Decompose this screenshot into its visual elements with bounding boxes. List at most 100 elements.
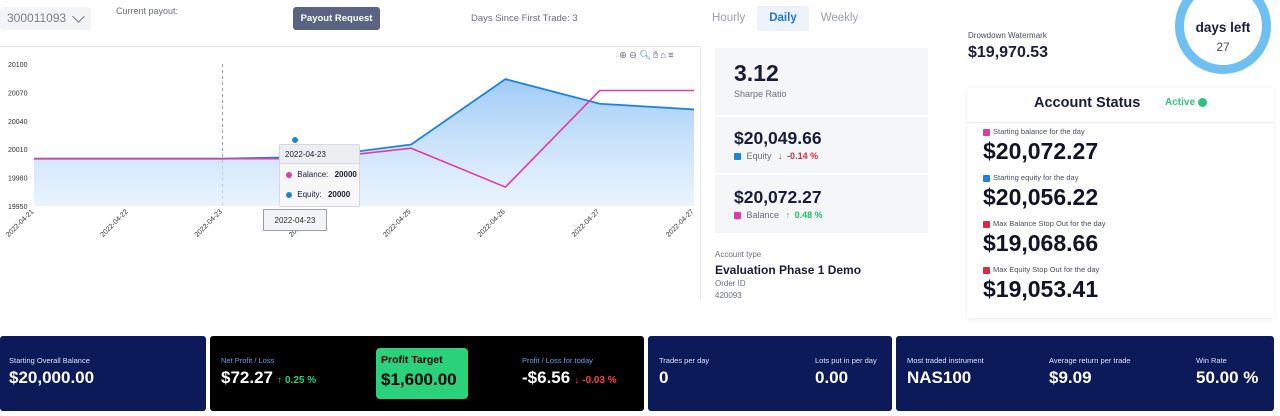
status-text: Active — [1165, 97, 1196, 108]
status-item-starting-balance: Starting balance for the day $20,072.27 — [983, 127, 1098, 165]
current-payout-label: Current payout: — [116, 6, 179, 16]
x-tick-label: 2022-04-26 — [477, 208, 507, 238]
avg-return-label: Average return per trade — [1049, 356, 1131, 365]
order-id: 420093 — [715, 291, 742, 300]
chevron-down-icon — [72, 10, 85, 23]
days-left-title: days left — [1195, 20, 1251, 35]
today-profit-value: -$6.56 — [522, 368, 571, 387]
sharpe-value: 3.12 — [734, 60, 779, 86]
today-profit-pct: -0.03 % — [582, 375, 617, 386]
order-id-label: Order ID — [715, 279, 746, 288]
x-tick-label: 2022-04-22 — [99, 208, 129, 238]
y-tick-label: 20070 — [8, 90, 28, 97]
y-tick-label: 20040 — [8, 119, 28, 126]
win-rate-value: 50.00 % — [1196, 368, 1259, 387]
zoom-in-icon[interactable]: ⊕ — [619, 50, 627, 61]
profit-target-label: Profit Target — [381, 354, 443, 366]
avg-return-value: $9.09 — [1049, 368, 1092, 387]
balance-change: 0.48 % — [794, 210, 823, 220]
status-item-label: Max Balance Stop Out for the day — [993, 219, 1106, 228]
blue-square-icon — [983, 174, 990, 182]
hover-point — [292, 137, 298, 143]
balance-label: Balance — [746, 210, 780, 220]
equity-value: $20,049.66 — [734, 128, 822, 148]
y-tick-label: 19980 — [8, 176, 28, 183]
today-profit-row: -$6.56 ↓ -0.03 % — [522, 368, 617, 388]
arrow-down-icon: ↓ — [778, 151, 783, 161]
magnify-icon[interactable]: 🔍︎ — [638, 50, 651, 61]
net-profit-value: $72.27 — [221, 368, 273, 387]
stats-column: 3.12 Sharpe Ratio $20,049.66 Equity ↓ -0… — [715, 48, 928, 235]
timeframe-tabs: Hourly Daily Weekly — [700, 6, 870, 31]
equity-legend-icon — [734, 153, 741, 161]
red-square-icon — [983, 266, 990, 274]
account-type: Evaluation Phase 1 Demo — [715, 263, 862, 277]
win-rate-label: Win Rate — [1196, 356, 1227, 365]
drawdown-label: Drowdown Watermark — [968, 31, 1047, 40]
tab-weekly[interactable]: Weekly — [820, 12, 859, 24]
days-left-gauge — [1175, 0, 1271, 74]
chart-divider — [700, 47, 701, 299]
x-tick-label: 2022-04-25 — [382, 208, 412, 238]
crosshair-date-label: 2022-04-23 — [263, 209, 327, 231]
status-item-max-balance-stop: Max Balance Stop Out for the day $19,068… — [983, 219, 1106, 257]
top-bar: 300011093 Current payout: Payout Request… — [0, 0, 950, 44]
chart-tooltip: 2022-04-23 Balance: 20000 Equity: 20000 — [279, 144, 360, 207]
x-tick-label: 2022-04-27 — [571, 208, 601, 238]
balance-value: $20,072.27 — [734, 187, 822, 207]
drawdown-value: $19,970.53 — [968, 44, 1049, 61]
sharpe-label: Sharpe Ratio — [734, 89, 787, 99]
equity-area — [34, 79, 694, 206]
equity-change: -0.14 % — [787, 151, 819, 161]
y-tick-label: 20010 — [8, 147, 28, 154]
status-item-value: $20,072.27 — [983, 138, 1099, 164]
profit-target-value: $1,600.00 — [381, 370, 457, 389]
status-item-value: $19,053.41 — [983, 276, 1099, 302]
balance-equity-chart[interactable]: 20100 20070 20040 20010 19980 19950 2022-04-2… — [0, 50, 700, 300]
starting-balance-label: Starting Overall Balance — [9, 356, 90, 365]
menu-icon[interactable]: ≡ — [668, 50, 674, 61]
sharpe-card: 3.12 Sharpe Ratio — [715, 48, 928, 115]
tooltip-balance-label: Balance: — [297, 170, 329, 179]
most-traded-value: NAS100 — [907, 368, 972, 387]
balance-card: $20,072.27 Balance ↑ 0.48 % — [715, 175, 928, 233]
most-traded-label: Most traded instrument — [907, 356, 984, 365]
chart-toolbar: ⊕ ⊖ 🔍︎ ✋︎ ⌂ ≡ — [619, 50, 674, 61]
home-icon[interactable]: ⌂ — [660, 50, 667, 61]
y-tick-label: 20100 — [8, 62, 28, 69]
starting-balance-card: Starting Overall Balance $20,000.00 — [0, 336, 206, 411]
payout-request-button[interactable]: Payout Request — [293, 7, 380, 30]
account-status-panel: Account Status Active Starting balance f… — [967, 88, 1274, 318]
account-id: 300011093 — [7, 11, 67, 25]
status-item-value: $20,056.22 — [983, 184, 1099, 210]
account-type-label: Account type — [715, 250, 762, 259]
arrow-down-icon: ↓ — [574, 375, 580, 386]
profit-card: Net Profit / Loss $72.27 ↑ 0.25 % Profit T… — [210, 336, 644, 411]
lots-per-day-label: Lots put in per day — [815, 356, 877, 365]
profit-target-box: Profit Target $1,600.00 — [376, 348, 468, 399]
x-tick-label: 2022-04-23 — [194, 208, 224, 238]
status-divider — [967, 122, 1274, 123]
account-select[interactable]: 300011093 — [0, 7, 91, 30]
tooltip-date: 2022-04-23 — [280, 145, 359, 164]
tab-hourly[interactable]: Hourly — [712, 12, 746, 24]
status-item-starting-equity: Starting equity for the day $20,056.22 — [983, 173, 1098, 211]
status-item-label: Starting equity for the day — [993, 173, 1079, 182]
trades-per-day-label: Trades per day — [659, 356, 710, 365]
days-left-value: 27 — [1216, 40, 1230, 54]
net-profit-label: Net Profit / Loss — [221, 356, 275, 365]
starting-balance-value: $20,000.00 — [9, 368, 95, 387]
account-status-title: Account Status — [1034, 95, 1141, 111]
status-item-label: Max Equity Stop Out for the day — [993, 265, 1100, 274]
red-square-icon — [983, 220, 990, 228]
status-badge: Active — [1165, 97, 1208, 108]
top-divider — [0, 46, 700, 47]
net-profit-pct: 0.25 % — [285, 375, 317, 386]
status-item-max-equity-stop: Max Equity Stop Out for the day $19,053.… — [983, 265, 1099, 303]
tooltip-balance-value: 20000 — [334, 170, 357, 179]
pan-icon[interactable]: ✋︎ — [653, 50, 659, 61]
zoom-out-icon[interactable]: ⊖ — [628, 50, 637, 61]
tab-daily[interactable]: Daily — [757, 6, 809, 31]
balance-dot-icon — [286, 171, 292, 178]
today-profit-label: Profit / Loss for today — [522, 356, 593, 365]
